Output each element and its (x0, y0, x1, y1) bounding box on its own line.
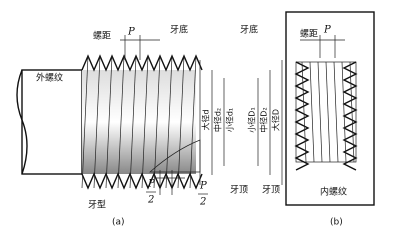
nut-line (309, 61, 315, 163)
thread-line (153, 55, 161, 189)
bore (295, 61, 357, 163)
nut-body (285, 11, 375, 206)
label: P (127, 27, 135, 38)
nut-line (325, 61, 331, 163)
internal-thread (285, 11, 375, 206)
nut-teeth (294, 61, 358, 171)
diameter-label: 小径D₁ (247, 107, 257, 132)
thread-line (177, 55, 185, 189)
nut-line (317, 61, 323, 163)
label: 2 (147, 195, 154, 206)
thread-core (82, 70, 196, 174)
label: 螺距 (300, 29, 318, 40)
thread-profile (81, 172, 203, 190)
thread-line (189, 55, 197, 189)
thread-line (105, 55, 113, 189)
thread-teeth (81, 54, 203, 190)
nut-line (341, 61, 347, 163)
label: 2 (199, 197, 206, 208)
label: 牙底 (240, 24, 258, 36)
nut-line (333, 61, 339, 163)
thread-profile (81, 54, 203, 72)
dimension-lines (120, 35, 345, 195)
caption: (b) (330, 218, 343, 228)
label: 外螺纹 (36, 72, 63, 84)
nut-line (349, 61, 355, 163)
external-thread (16, 54, 203, 190)
caption: (a) (112, 218, 125, 228)
diameter-label: 大径d (201, 109, 211, 130)
thread-line (93, 55, 101, 189)
label: 牙顶 (230, 185, 248, 196)
label: P (323, 25, 331, 36)
label: 内螺纹 (320, 186, 347, 198)
label: P (147, 179, 155, 190)
diameter-label: 小径d₁ (225, 108, 235, 132)
label: 螺距 (93, 31, 111, 42)
shaft-body (21, 69, 83, 175)
thread-line (141, 55, 149, 189)
diameter-labels: 大径d 中径d₂ 小径d₁ 小径D₁ 中径D₂ 大径D (201, 107, 281, 132)
nut-profile (294, 61, 310, 171)
thread-line (129, 55, 137, 189)
label: 牙型 (88, 200, 106, 211)
thread-diagram: 螺距 P 牙底 外螺纹 牙型 P 2 P 2 牙顶 (a) 牙底 螺距 P 牙顶… (16, 11, 375, 228)
diameter-label: 中径d₂ (213, 108, 223, 132)
label: 牙底 (170, 24, 188, 36)
thread-line (165, 55, 173, 189)
diameter-label: 中径D₂ (259, 107, 269, 132)
label: 牙顶 (262, 185, 280, 196)
diameter-label: 大径D (271, 109, 281, 131)
break-line (16, 69, 28, 175)
nut-line (301, 61, 307, 163)
label: P (199, 181, 207, 192)
thread-line (81, 55, 89, 189)
thread-line (117, 55, 125, 189)
